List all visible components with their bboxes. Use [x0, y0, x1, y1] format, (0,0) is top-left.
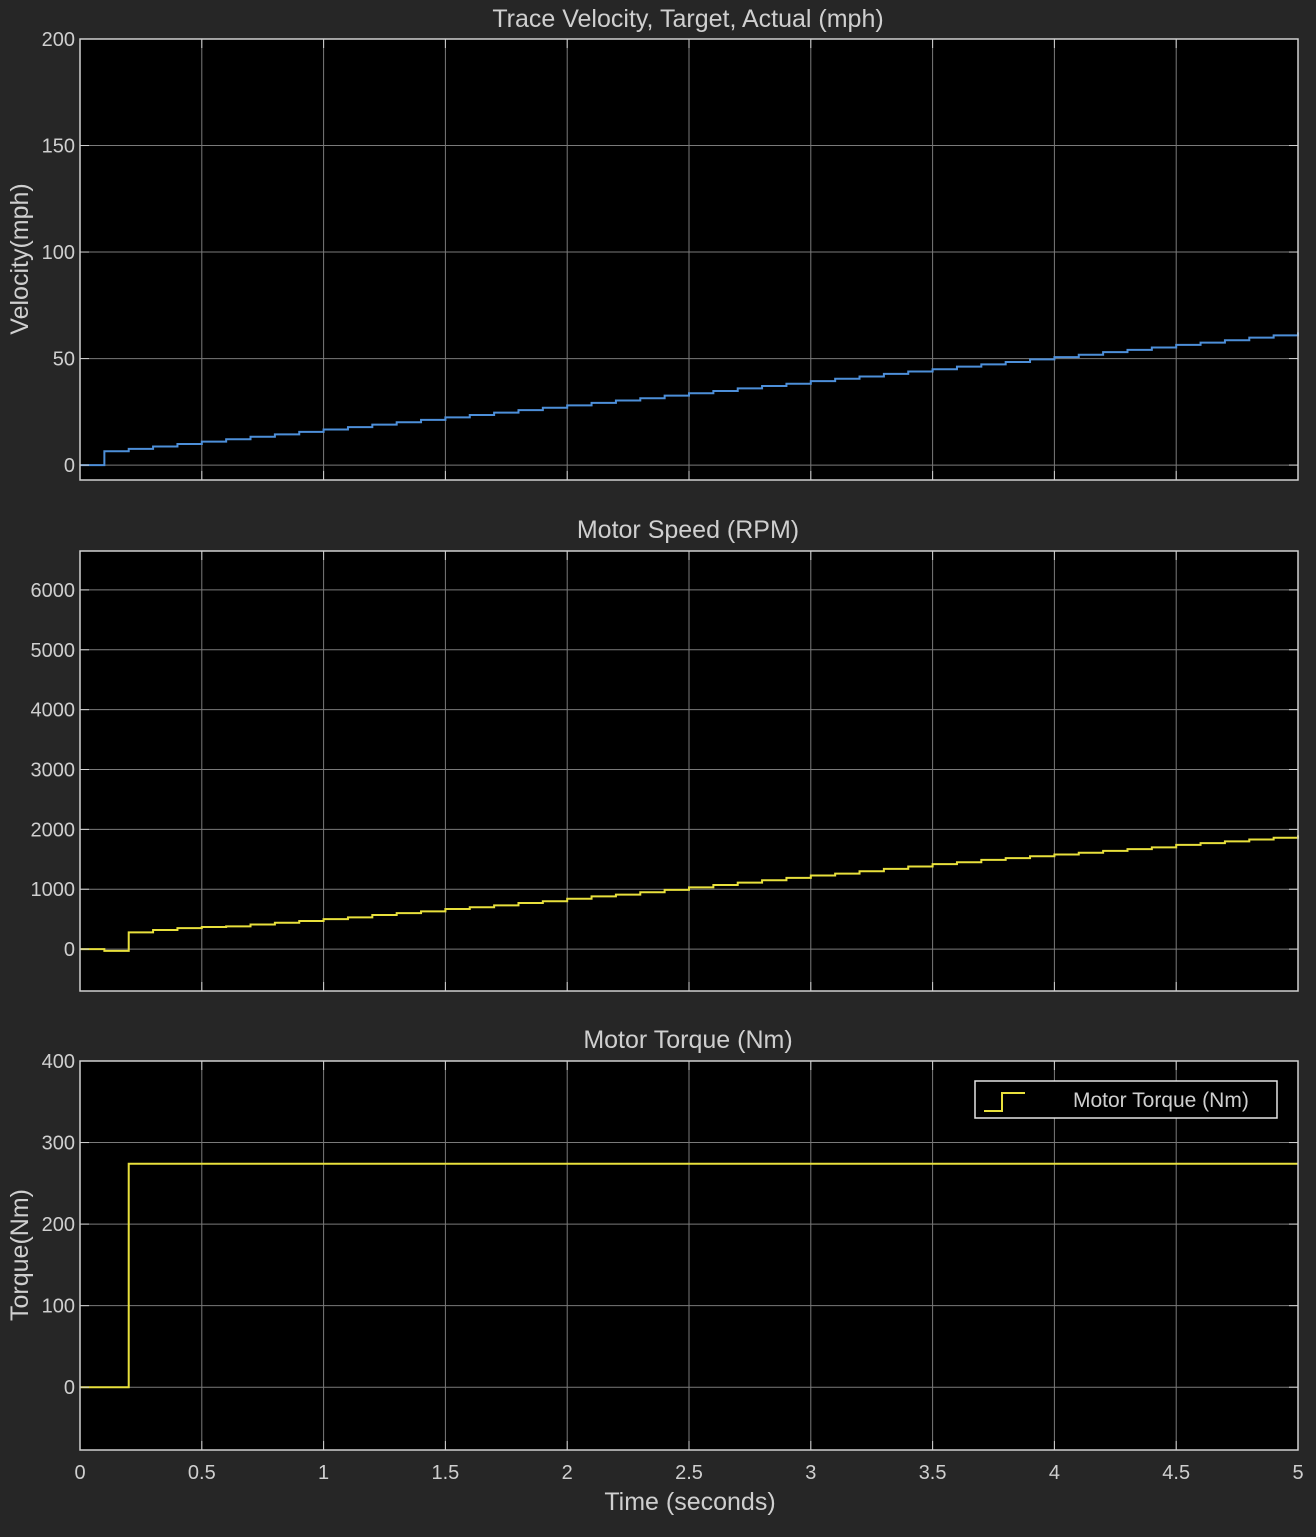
y-tick-label: 200: [42, 1214, 75, 1236]
velocity-plot-title: Trace Velocity, Target, Actual (mph): [492, 5, 883, 33]
time-x-label: Time (seconds): [604, 1488, 775, 1516]
legend-box: [974, 1080, 1278, 1119]
y-tick-label: 0: [64, 1377, 75, 1399]
y-tick-label: 100: [42, 1296, 75, 1318]
legend-entry-motor-torque: Motor Torque (Nm): [1073, 1089, 1249, 1112]
motor-torque-plot-title: Motor Torque (Nm): [583, 1026, 792, 1054]
x-tick-label: 5: [1292, 1462, 1303, 1484]
motor-torque-plot: 0 100 200 300 400 0 0.5 1 1.5 2 2.5 3 3.5 4 4.5 5 Motor…: [6, 1026, 1304, 1484]
y-tick-label: 200: [42, 29, 75, 51]
motor-speed-plot: 0 1000 2000 3000 4000 5000 6000 Motor Speed (R…: [31, 516, 1299, 992]
x-tick-label: 1.5: [431, 1462, 459, 1484]
velocity-series-line: [80, 332, 1299, 467]
motor-speed-plot-title: Motor Speed (RPM): [577, 516, 799, 544]
x-tick-label: 0.5: [188, 1462, 216, 1484]
velocity-y-label: Velocity(mph): [6, 183, 34, 334]
y-tick-label: 100: [42, 242, 75, 264]
motor-speed-series-line: [80, 835, 1299, 952]
y-tick-label: 400: [42, 1051, 75, 1073]
motor-torque-axes: 0 100 200 300 400 0 0.5 1 1.5 2 2.5 3 3.5 4 4.5 5: [42, 1051, 1304, 1484]
torque-y-label: Torque(Nm): [6, 1189, 34, 1321]
x-tick-label: 4: [1049, 1462, 1060, 1484]
velocity-axes: 0 50 100 150 200: [42, 29, 1299, 481]
x-tick-label: 3: [805, 1462, 816, 1484]
y-tick-label: 150: [42, 136, 75, 158]
y-tick-label: 6000: [31, 580, 76, 602]
y-tick-label: 50: [53, 349, 75, 371]
motor-torque-series-line: [80, 1162, 1298, 1389]
torque-legend: Motor Torque (Nm): [974, 1080, 1278, 1119]
y-tick-label: 300: [42, 1133, 75, 1155]
x-tick-label: 2.5: [675, 1462, 703, 1484]
motor-speed-axes: 0 1000 2000 3000 4000 5000 6000: [31, 550, 1299, 992]
x-tick-label: 3.5: [919, 1462, 947, 1484]
x-tick-label: 0: [74, 1462, 85, 1484]
y-tick-label: 4000: [31, 700, 76, 722]
x-tick-label: 1: [318, 1462, 329, 1484]
legend-step-icon: [984, 1092, 1025, 1112]
velocity-plot: 0 50 100 150 200 Trace Velocity, Target, Act…: [6, 5, 1299, 481]
x-tick-label: 2: [562, 1462, 573, 1484]
y-tick-label: 3000: [31, 760, 76, 782]
y-tick-label: 1000: [31, 879, 76, 901]
y-tick-label: 0: [64, 455, 75, 477]
x-tick-label: 4.5: [1162, 1462, 1190, 1484]
y-tick-label: 2000: [31, 819, 76, 841]
y-tick-label: 0: [64, 939, 75, 961]
y-tick-label: 5000: [31, 640, 76, 662]
